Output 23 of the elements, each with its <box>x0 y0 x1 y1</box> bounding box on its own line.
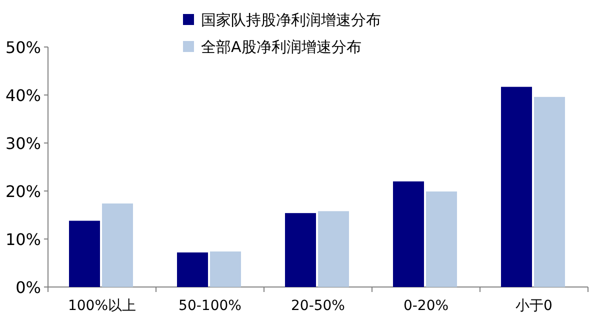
bar <box>534 96 565 287</box>
x-tick-label: 小于0 <box>516 298 552 314</box>
legend-label: 全部A股净利润增速分布 <box>201 38 362 56</box>
bar <box>210 251 241 287</box>
bar <box>102 203 133 287</box>
y-tick-label: 0% <box>16 278 41 297</box>
x-tick-label: 0-20% <box>403 298 449 314</box>
legend-label: 国家队持股净利润增速分布 <box>201 11 381 29</box>
bar <box>177 252 208 287</box>
bar <box>285 213 316 287</box>
bar <box>426 191 457 287</box>
bar <box>69 220 100 287</box>
x-tick-label: 50-100% <box>178 298 242 314</box>
x-tick-label: 20-50% <box>291 298 345 314</box>
y-tick-label: 30% <box>5 134 41 153</box>
bar <box>501 86 532 287</box>
y-tick-label: 20% <box>5 182 41 201</box>
bar <box>318 211 349 287</box>
x-tick-label: 100%以上 <box>68 298 136 314</box>
y-tick-label: 10% <box>5 230 41 249</box>
y-tick-label: 50% <box>5 38 41 57</box>
y-tick-label: 40% <box>5 86 41 105</box>
bar <box>393 181 424 287</box>
